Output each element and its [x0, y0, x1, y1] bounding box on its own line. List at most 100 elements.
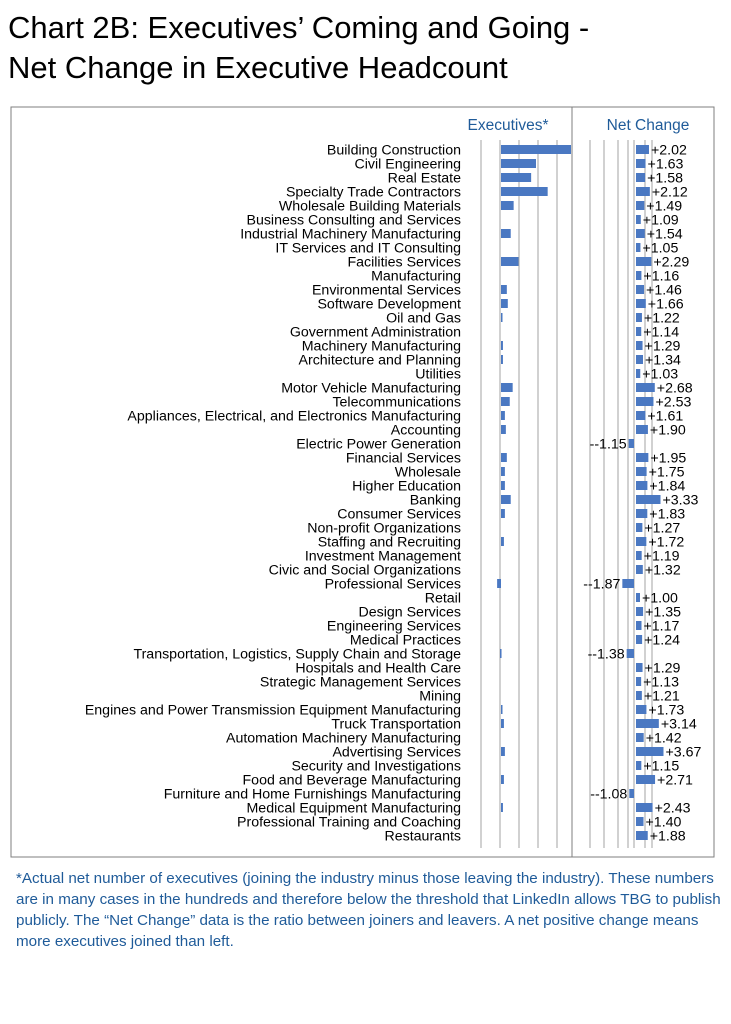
executives-bar [501, 453, 507, 462]
category-label: Environmental Services [312, 283, 461, 299]
category-label: Civic and Social Organizations [269, 563, 461, 579]
category-label: Non-profit Organizations [307, 521, 461, 537]
net-change-label: --1.08 [590, 787, 627, 803]
net-change-bar [636, 411, 646, 420]
net-change-label: +1.35 [645, 605, 681, 621]
category-label: Security and Investigations [291, 759, 461, 775]
net-change-bar [636, 369, 641, 378]
net-change-label: +2.68 [657, 381, 693, 397]
category-label: Mining [419, 689, 461, 705]
category-label: Food and Beverage Manufacturing [243, 773, 461, 789]
net-change-bar [636, 313, 642, 322]
net-change-label: +1.29 [645, 339, 681, 355]
net-change-bar [636, 523, 643, 532]
net-change-bar [636, 355, 643, 364]
net-change-bar [636, 257, 652, 266]
net-change-label: +1.21 [644, 689, 680, 705]
net-change-label: +2.53 [655, 395, 691, 411]
net-change-label: +3.67 [665, 745, 701, 761]
net-change-label: +1.83 [649, 507, 685, 523]
net-change-bar [636, 775, 656, 784]
chart-title-line-1: Chart 2B: Executives’ Coming and Going - [8, 10, 590, 45]
net-change-bar [628, 439, 634, 448]
executives-bar [501, 145, 571, 154]
net-change-bar [636, 159, 646, 168]
category-label: Machinery Manufacturing [302, 339, 461, 355]
net-change-label: +1.16 [643, 269, 679, 285]
executives-bar [501, 257, 519, 266]
net-change-bar [636, 215, 641, 224]
category-label: Investment Management [305, 549, 461, 565]
net-change-label: +1.15 [643, 759, 679, 775]
chart-title-line-2: Net Change in Executive Headcount [8, 50, 508, 85]
net-change-label: +1.95 [650, 451, 686, 467]
executives-bar [501, 187, 548, 196]
executives-bar [501, 173, 532, 182]
plot-frame [10, 106, 715, 858]
net-change-label: +3.14 [661, 717, 697, 733]
executives-header: Executives* [468, 117, 549, 134]
executives-bar [501, 467, 505, 476]
category-label: Wholesale Building Materials [279, 199, 461, 215]
executives-bar [501, 747, 505, 756]
category-label: Professional Services [325, 577, 461, 593]
category-label: Industrial Machinery Manufacturing [240, 227, 461, 243]
category-label: Strategic Management Services [260, 675, 461, 691]
net-change-label: +3.33 [663, 493, 699, 509]
category-label: Building Construction [327, 143, 461, 159]
category-label: Design Services [358, 605, 461, 621]
executives-bar [501, 383, 513, 392]
net-change-label: +1.46 [646, 283, 682, 299]
executives-bar [501, 411, 505, 420]
category-label: Medical Practices [350, 633, 461, 649]
net-change-bar [636, 593, 640, 602]
category-label: Real Estate [388, 171, 461, 187]
category-label: Engineering Services [327, 619, 461, 635]
net-change-label: --1.87 [583, 577, 620, 593]
net-change-bar [636, 383, 655, 392]
category-label: Software Development [317, 297, 461, 313]
net-change-label: +1.32 [645, 563, 681, 579]
net-change-label: --1.38 [588, 647, 625, 663]
net-change-bar [636, 425, 648, 434]
net-change-label: +1.54 [647, 227, 683, 243]
net-change-label: +1.27 [644, 521, 680, 537]
net-change-label: +1.24 [644, 633, 680, 649]
net-change-label: +1.34 [645, 353, 681, 369]
net-change-bar [622, 579, 634, 588]
executives-bar [501, 705, 503, 714]
net-change-bar [636, 817, 644, 826]
executives-bar [501, 509, 505, 518]
category-label: Truck Transportation [331, 717, 461, 733]
category-label: Consumer Services [337, 507, 461, 523]
category-label: Electric Power Generation [296, 437, 461, 453]
net-change-label: +1.75 [649, 465, 685, 481]
executives-bar [497, 579, 501, 588]
net-change-label: +1.42 [646, 731, 682, 747]
net-change-label: +1.73 [648, 703, 684, 719]
net-change-bar [636, 663, 643, 672]
category-label: Facilities Services [347, 255, 461, 271]
net-change-bar [636, 607, 644, 616]
category-label: Utilities [415, 367, 461, 383]
executives-bar [501, 397, 510, 406]
net-change-label: +1.22 [644, 311, 680, 327]
category-label: Oil and Gas [386, 311, 461, 327]
category-label: Financial Services [346, 451, 461, 467]
category-label: Specialty Trade Contractors [286, 185, 461, 201]
executives-bar [501, 159, 536, 168]
category-label: Accounting [391, 423, 461, 439]
net-change-bar [636, 537, 647, 546]
net-change-label: +1.19 [644, 549, 680, 565]
net-change-bar [636, 565, 643, 574]
executives-bar [501, 425, 506, 434]
category-label: Retail [425, 591, 461, 607]
net-change-label: +1.58 [647, 171, 683, 187]
net-change-label: +1.14 [643, 325, 679, 341]
executives-bar [501, 341, 503, 350]
category-label: Wholesale [395, 465, 461, 481]
footnote: *Actual net number of executives (joinin… [16, 870, 721, 950]
net-change-label: +1.72 [648, 535, 684, 551]
category-label: Transportation, Logistics, Supply Chain … [133, 647, 461, 663]
net-change-label: +1.05 [642, 241, 678, 257]
